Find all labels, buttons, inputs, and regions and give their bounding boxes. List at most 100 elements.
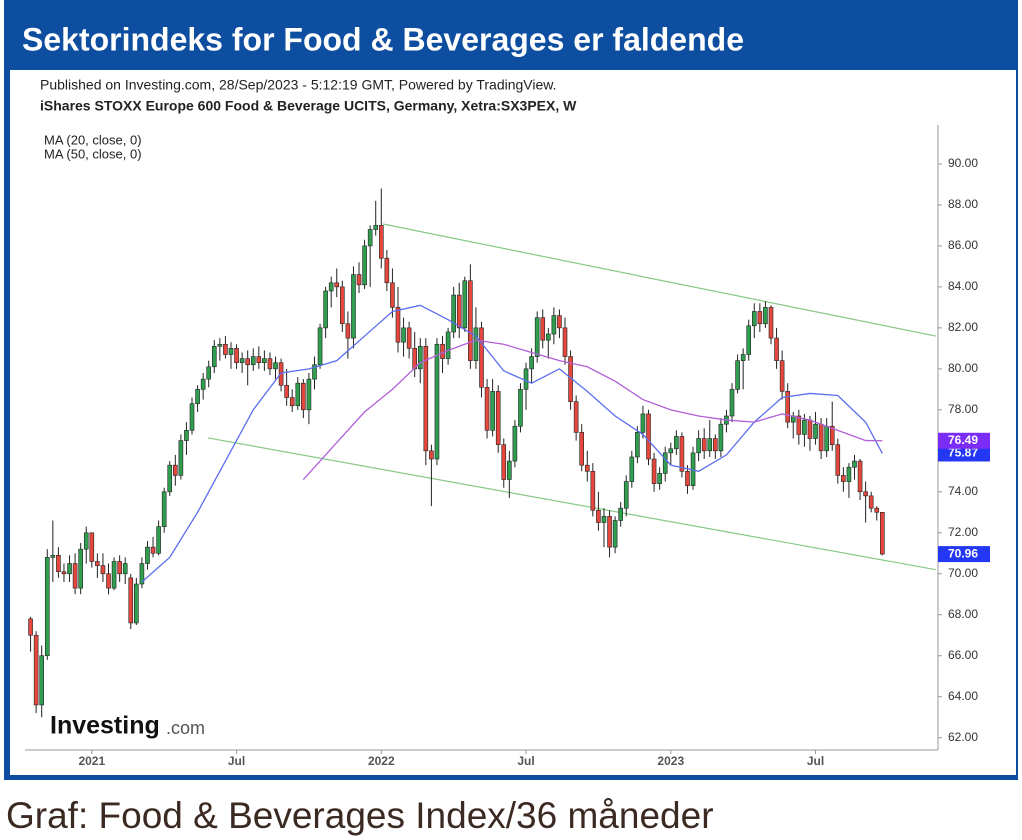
candle-body [763,307,768,325]
candle-body [445,331,451,359]
trendline [382,223,936,337]
candle-body [813,423,818,439]
last-value-box [938,546,990,563]
candle-body [189,403,195,431]
y-tick-label: 78.00 [948,402,978,416]
candle-body [707,438,713,452]
candle-body [635,432,640,458]
y-tick-label: 64.00 [948,689,978,703]
x-tick-label: 2023 [657,754,684,768]
candle-body [334,282,340,288]
candle-body [256,356,262,364]
candle-body [434,343,440,460]
candle-body [67,563,72,575]
candle-body [323,290,328,329]
caption: Graf: Food & Beverages Index/36 måneder [6,795,714,836]
candle-body [518,389,523,427]
candle-body [718,423,724,452]
candle-body [28,618,33,636]
candle-body [546,333,551,341]
candle-body [796,415,802,435]
y-tick-label: 70.00 [948,566,978,580]
candle-body [178,440,184,476]
candle-body [184,430,189,441]
candle-body [490,391,495,431]
candle-body [33,634,39,706]
candle-body [351,274,356,339]
candle-body [412,348,417,370]
candle-body [685,471,690,486]
candle-body [83,532,89,550]
candle-body [395,307,401,343]
candle-body [295,382,301,407]
page-title: Sektorindeks for Food & Beverages er fal… [22,21,744,57]
candle-body [217,343,223,347]
candle-body [456,294,462,329]
candle-body [340,286,345,325]
y-tick-label: 90.00 [948,156,978,170]
candle-body [601,516,607,523]
candle-body [835,444,841,476]
candle-body [367,229,373,247]
candle-body [390,282,395,308]
moving-average [302,339,883,480]
candle-body [540,317,546,341]
candle-body [507,460,512,480]
candle-body [618,507,623,521]
candle-body [239,358,245,364]
candle-body [262,358,267,364]
candle-body [223,343,228,355]
candle-body [61,571,67,575]
chart-subtitle: Published on Investing.com, 28/Sep/2023 … [40,77,557,93]
candle-body [473,327,479,361]
candle-body [701,438,707,452]
candle-body [573,401,579,433]
y-tick-label: 82.00 [948,320,978,334]
watermark-suffix: .com [166,718,205,738]
plot-area [28,188,936,718]
candle-body [100,565,106,575]
candle-body [501,444,507,480]
y-tick-label: 74.00 [948,484,978,498]
candle-body [95,561,100,566]
last-value-label: 76.49 [948,433,978,447]
candle-body [874,507,880,513]
candle-body [679,436,685,472]
candle-body [206,366,212,380]
y-tick-label: 84.00 [948,279,978,293]
candle-body [373,225,379,230]
candle-body [829,425,835,445]
candle-body [384,257,390,284]
candle-body [774,337,779,361]
candle-body [72,563,78,589]
chart-panel [10,70,1016,775]
chart-title: iShares STOXX Europe 600 Food & Beverage… [40,98,577,114]
legend-entry: MA (50, close, 0) [44,146,142,161]
candle-body [167,464,173,493]
candle-body [156,526,161,554]
candle-body [479,327,484,388]
candle-body [245,358,250,366]
candle-body [562,327,568,357]
candle-body [696,438,701,454]
candle-body [173,464,178,476]
candle-body [134,583,139,624]
candle-body [150,546,156,554]
candle-body [857,460,863,493]
last-value-box [938,445,990,462]
x-tick-label: 2021 [78,754,105,768]
last-value-label: 75.87 [948,446,978,460]
candle-body [579,432,585,466]
candle-body [211,346,217,368]
candle-body [880,511,885,555]
candle-body [852,460,857,468]
candle-body [89,532,95,562]
candle-body [729,389,735,417]
candle-body [584,464,590,472]
candle-body [590,471,596,511]
candle-body [868,495,874,509]
candle-body [106,573,111,589]
candle-body [529,356,534,370]
candle-body [451,294,456,333]
candle-body [50,555,56,558]
